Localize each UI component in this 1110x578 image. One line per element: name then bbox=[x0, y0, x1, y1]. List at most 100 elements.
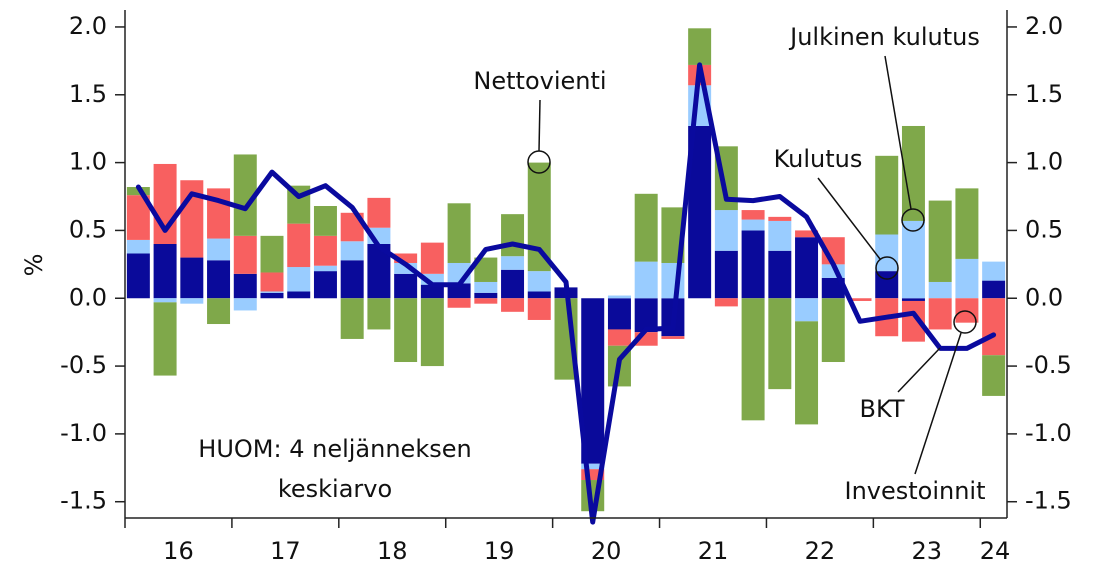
bar bbox=[821, 298, 845, 363]
bar bbox=[180, 298, 204, 304]
bar bbox=[795, 321, 819, 425]
line bbox=[135, 62, 997, 525]
x-tick-label: 20 bbox=[591, 537, 622, 565]
x-tick-label: 21 bbox=[698, 537, 729, 565]
bar bbox=[955, 188, 979, 259]
bar bbox=[394, 298, 418, 363]
y-tick-label: 1.0 bbox=[69, 148, 107, 176]
bar bbox=[447, 298, 471, 308]
bar bbox=[527, 162, 551, 272]
y2-tick-label: 2.0 bbox=[1025, 12, 1063, 40]
callouts: Nettovienti Julkinen kulutus Kulutus BKT… bbox=[473, 23, 985, 505]
bar bbox=[126, 253, 150, 299]
y-tick-label: -1.5 bbox=[60, 487, 107, 515]
bar bbox=[634, 193, 658, 262]
bar bbox=[420, 284, 444, 299]
bar bbox=[901, 220, 925, 299]
bar bbox=[875, 155, 899, 235]
bar bbox=[607, 295, 631, 299]
bar bbox=[607, 298, 631, 330]
bar bbox=[207, 188, 231, 239]
note: keskiarvo bbox=[278, 475, 392, 503]
bar bbox=[795, 298, 819, 322]
x-tick-label: 19 bbox=[484, 537, 515, 565]
y2-tick-label: 0.5 bbox=[1025, 215, 1063, 243]
bar bbox=[928, 200, 952, 282]
bar bbox=[420, 242, 444, 274]
bar bbox=[313, 271, 337, 299]
bar bbox=[581, 463, 605, 470]
y2-tick-label: -0.5 bbox=[1025, 351, 1072, 379]
x-tick-label: 18 bbox=[377, 537, 408, 565]
y-axis-label: % bbox=[20, 254, 48, 277]
bar bbox=[340, 260, 364, 299]
bar bbox=[474, 281, 498, 293]
bar bbox=[634, 261, 658, 299]
callout-line bbox=[538, 99, 541, 152]
bar bbox=[901, 125, 925, 221]
annotation: Julkinen kulutus bbox=[788, 23, 980, 51]
bar bbox=[607, 329, 631, 346]
x-tick-label: 24 bbox=[980, 537, 1011, 565]
bar bbox=[768, 220, 792, 251]
bar bbox=[447, 203, 471, 263]
bar bbox=[313, 206, 337, 236]
bar bbox=[581, 469, 605, 481]
callout-circle bbox=[953, 310, 977, 334]
callout-circle bbox=[527, 150, 551, 174]
bar bbox=[768, 216, 792, 221]
bar bbox=[340, 241, 364, 261]
bar bbox=[928, 298, 952, 330]
bar bbox=[126, 239, 150, 254]
x-tick-label: 16 bbox=[163, 537, 194, 565]
callout-line bbox=[897, 347, 941, 393]
bar bbox=[260, 272, 284, 292]
bar bbox=[287, 267, 311, 292]
bar bbox=[394, 253, 418, 263]
bar bbox=[901, 298, 925, 301]
y2-tick-label: 1.0 bbox=[1025, 148, 1063, 176]
bar bbox=[233, 298, 257, 311]
bar bbox=[233, 235, 257, 274]
y-tick-label: 2.0 bbox=[69, 12, 107, 40]
bar bbox=[394, 273, 418, 299]
bar bbox=[313, 265, 337, 272]
bar bbox=[233, 273, 257, 299]
annotation: Nettovienti bbox=[473, 67, 606, 95]
y-tick-label: -0.5 bbox=[60, 351, 107, 379]
bar bbox=[207, 238, 231, 261]
bar bbox=[741, 210, 765, 220]
bar bbox=[928, 281, 952, 299]
callout-circle bbox=[901, 208, 925, 232]
bar bbox=[153, 243, 177, 299]
bar bbox=[207, 298, 231, 325]
bar bbox=[367, 298, 391, 330]
bar bbox=[501, 256, 525, 270]
bar bbox=[688, 28, 712, 65]
bar bbox=[420, 298, 444, 367]
bar bbox=[287, 291, 311, 299]
annotation: Kulutus bbox=[774, 145, 863, 173]
y-tick-label: 0.5 bbox=[69, 215, 107, 243]
bar bbox=[153, 302, 177, 376]
bar bbox=[661, 336, 685, 339]
x-tick-label: 17 bbox=[270, 537, 301, 565]
bar bbox=[581, 298, 605, 464]
callout-line bbox=[914, 332, 962, 475]
bar bbox=[367, 197, 391, 228]
bar bbox=[741, 219, 765, 231]
bar bbox=[340, 298, 364, 339]
annotation: BKT bbox=[860, 395, 905, 423]
bar bbox=[768, 298, 792, 390]
bar bbox=[501, 298, 525, 312]
bar bbox=[527, 271, 551, 292]
bar bbox=[741, 230, 765, 299]
bar bbox=[126, 195, 150, 240]
bar bbox=[260, 235, 284, 273]
bar bbox=[795, 237, 819, 299]
bar bbox=[207, 260, 231, 299]
bar bbox=[982, 280, 1006, 299]
y-tick-label: 1.5 bbox=[69, 80, 107, 108]
bar bbox=[714, 298, 738, 307]
bar bbox=[768, 250, 792, 299]
